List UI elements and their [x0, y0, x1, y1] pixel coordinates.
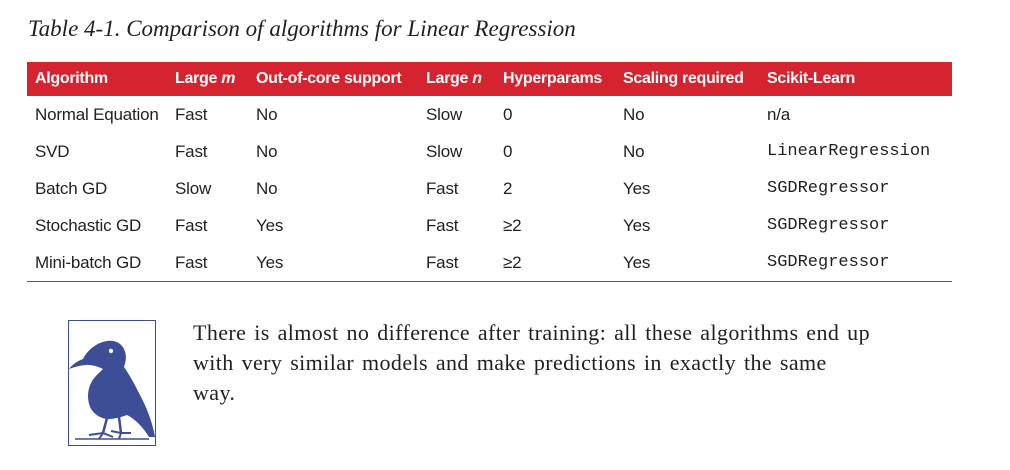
header-hyperparams: Hyperparams: [503, 70, 602, 87]
table-row: Stochastic GD Fast Yes Fast ≥2 Yes SGDRe…: [27, 207, 952, 244]
header-large-m: Large m: [167, 62, 248, 96]
cell-hyperparams: 2: [503, 178, 513, 198]
cell-large-n: Slow: [426, 104, 463, 124]
cell-hyperparams: ≥2: [503, 215, 522, 235]
cell-scaling: Yes: [623, 215, 651, 235]
cell-large-m: Fast: [175, 141, 208, 161]
header-scaling: Scaling required: [623, 70, 744, 87]
cell-out-of-core: No: [256, 141, 278, 161]
cell-hyperparams: 0: [503, 104, 513, 124]
cell-out-of-core: Yes: [248, 244, 418, 282]
cell-algorithm: SVD: [35, 141, 70, 161]
cell-large-m: Fast: [167, 244, 248, 282]
cell-algorithm: Stochastic GD: [35, 215, 142, 235]
note-text: There is almost no difference after trai…: [193, 320, 870, 405]
cell-out-of-core: No: [256, 178, 278, 198]
cell-large-m: Fast: [175, 215, 208, 235]
cell-scaling: Yes: [623, 178, 651, 198]
cell-sklearn: n/a: [767, 104, 791, 124]
cell-sklearn: SGDRegressor: [759, 244, 952, 282]
table-row: Batch GD Slow No Fast 2 Yes SGDRegressor: [27, 170, 952, 207]
crow-icon: [68, 320, 156, 446]
cell-hyperparams: 0: [503, 141, 513, 161]
comparison-table: Algorithm Large m Out-of-core support La…: [27, 62, 952, 282]
cell-large-n: Fast: [418, 244, 495, 282]
cell-large-n: Fast: [426, 178, 459, 198]
header-large-m-label: Large: [175, 70, 222, 87]
header-out-of-core: Out-of-core support: [256, 70, 402, 87]
header-large-n: Large n: [418, 62, 495, 96]
cell-scaling: No: [623, 141, 645, 161]
cell-sklearn: SGDRegressor: [767, 179, 890, 198]
cell-large-m: Fast: [175, 104, 208, 124]
cell-algorithm: Mini-batch GD: [27, 244, 167, 282]
cell-scaling: No: [623, 104, 645, 124]
header-large-m-var: m: [221, 70, 236, 87]
header-sklearn: Scikit-Learn: [767, 70, 855, 87]
note-callout: There is almost no difference after trai…: [68, 318, 870, 448]
table-row: Mini-batch GD Fast Yes Fast ≥2 Yes SGDRe…: [27, 244, 952, 282]
cell-scaling: Yes: [615, 244, 759, 282]
cell-sklearn: LinearRegression: [767, 142, 931, 161]
table-header-row: Algorithm Large m Out-of-core support La…: [27, 62, 952, 96]
table-row: Normal Equation Fast No Slow 0 No n/a: [27, 96, 952, 133]
cell-large-m: Slow: [175, 178, 212, 198]
cell-algorithm: Batch GD: [35, 178, 108, 198]
table-caption: Table 4-1. Comparison of algorithms for …: [28, 16, 576, 41]
cell-algorithm: Normal Equation: [35, 104, 159, 124]
table-row: SVD Fast No Slow 0 No LinearRegression: [27, 133, 952, 170]
header-algorithm: Algorithm: [35, 70, 108, 87]
cell-out-of-core: No: [256, 104, 278, 124]
header-large-n-var: n: [472, 70, 482, 87]
header-large-n-label: Large: [426, 70, 473, 87]
cell-sklearn: SGDRegressor: [767, 216, 890, 235]
cell-large-n: Fast: [426, 215, 459, 235]
cell-large-n: Slow: [426, 141, 463, 161]
cell-out-of-core: Yes: [256, 215, 284, 235]
cell-hyperparams: ≥2: [495, 244, 615, 282]
